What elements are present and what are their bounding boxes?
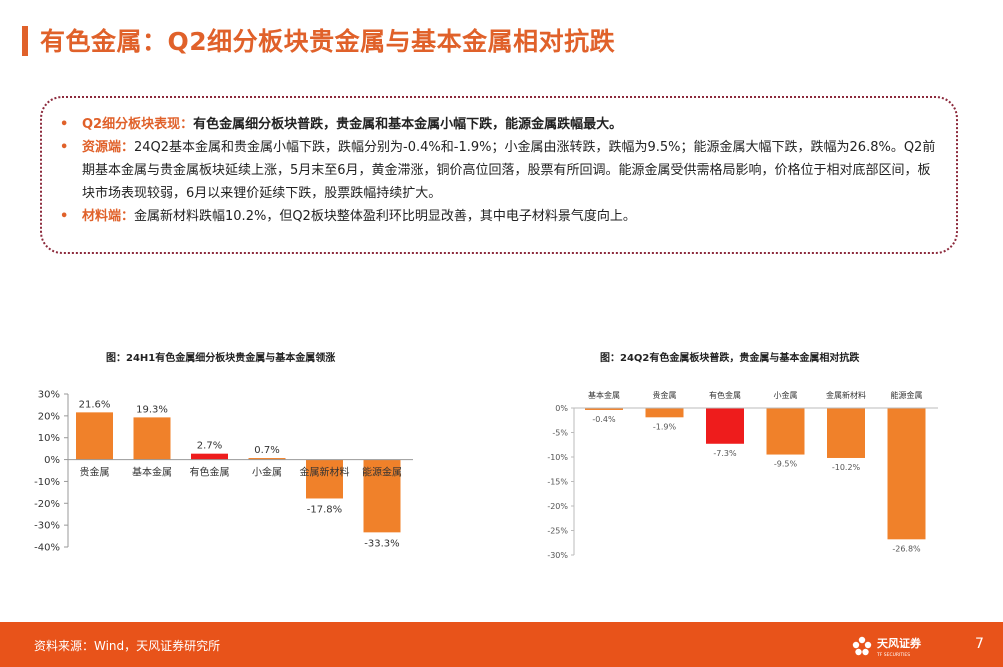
bar — [76, 412, 113, 460]
y-tick-label: -10% — [547, 453, 568, 462]
data-label: -33.3% — [364, 538, 399, 549]
bullet-item: • 资源端：24Q2基本金属和贵金属小幅下跌，跌幅分别为-0.4%和-1.9%；小… — [60, 140, 936, 201]
bar — [133, 417, 171, 460]
bar — [191, 453, 228, 460]
bullet-item: • 材料端：金属新材料跌幅10.2%，但Q2板块整体盈利环比明显改善，其中电子材料… — [60, 209, 636, 224]
bar — [706, 408, 744, 444]
data-label: 21.6% — [79, 399, 111, 410]
data-label: -0.4% — [592, 415, 616, 424]
y-tick-label: 0% — [555, 404, 568, 413]
y-tick-label: -20% — [34, 499, 60, 510]
data-label: -1.9% — [653, 422, 677, 431]
y-tick-label: -40% — [34, 543, 60, 554]
y-tick-label: -15% — [547, 478, 568, 487]
bullet-item: • Q2细分板块表现：有色金属细分板块普跌，贵金属和基本金属小幅下跌，能源金属跌幅… — [60, 117, 623, 132]
y-tick-label: -5% — [552, 429, 568, 438]
title-accent-bar — [22, 26, 28, 56]
bar — [645, 408, 684, 418]
bar — [306, 459, 343, 499]
y-tick-label: -30% — [547, 551, 568, 560]
y-tick-label: 20% — [38, 411, 60, 422]
bar — [363, 459, 401, 533]
category-label: 基本金属 — [132, 466, 172, 479]
y-tick-label: -25% — [547, 527, 568, 536]
logo-text: 天风证券 — [877, 636, 922, 650]
logo-subtext: TF SECURITIES — [876, 652, 910, 658]
y-tick-label: -20% — [547, 502, 568, 511]
y-tick-label: 30% — [38, 390, 60, 401]
page-number: 7 — [975, 636, 984, 652]
category-label: 基本金属 — [588, 390, 620, 400]
category-label: 贵金属 — [80, 466, 110, 479]
bar — [585, 408, 623, 410]
data-label: 2.7% — [197, 441, 222, 452]
page-title: 有色金属：Q2细分板块贵金属与基本金属相对抗跌 — [40, 27, 616, 56]
category-label: 有色金属 — [190, 466, 230, 479]
category-label: 有色金属 — [709, 390, 741, 400]
category-label: 能源金属 — [891, 390, 923, 400]
footer-source: 资料来源：Wind，天风证券研究所 — [34, 639, 221, 653]
chart-1: 30% 20% 10% 0% -10% -20% -30% -40% 21.6% 贵金属 19.3%… — [34, 390, 413, 554]
flower-icon — [852, 636, 872, 656]
bar — [827, 408, 865, 458]
category-label: 小金属 — [774, 390, 798, 400]
summary-box — [40, 96, 958, 254]
footer-bar — [0, 622, 1003, 667]
company-logo: 天风证券 TF SECURITIES — [850, 633, 940, 659]
y-tick-label: -30% — [34, 521, 60, 532]
category-label: 小金属 — [252, 466, 282, 479]
data-label: -17.8% — [307, 504, 342, 515]
data-label: 0.7% — [254, 445, 279, 456]
chart-2: 0% -5% -10% -15% -20% -25% -30% -0.4% 基本金属 -1.9% 贵… — [547, 390, 938, 560]
data-label: -7.3% — [713, 449, 737, 458]
chart-2-title: 图：24Q2有色金属板块普跌，贵金属与基本金属相对抗跌 — [600, 353, 860, 364]
bar — [887, 408, 926, 540]
category-label: 能源金属 — [362, 466, 402, 479]
bar — [766, 408, 805, 455]
category-label: 金属新材料 — [300, 466, 350, 479]
y-tick-label: 0% — [44, 455, 60, 466]
data-label: 19.3% — [136, 404, 168, 415]
data-label: -10.2% — [832, 463, 861, 472]
y-tick-label: 10% — [38, 433, 60, 444]
category-label: 贵金属 — [653, 390, 677, 400]
y-tick-label: -10% — [34, 477, 60, 488]
summary-bullets: • Q2细分板块表现：有色金属细分板块普跌，贵金属和基本金属小幅下跌，能源金属跌幅… — [60, 113, 940, 228]
chart-1-title: 图：24H1有色金属细分板块贵金属与基本金属领涨 — [106, 353, 336, 364]
data-label: -26.8% — [892, 544, 921, 553]
data-label: -9.5% — [774, 460, 798, 469]
bar — [248, 458, 286, 460]
category-label: 金属新材料 — [826, 390, 866, 400]
